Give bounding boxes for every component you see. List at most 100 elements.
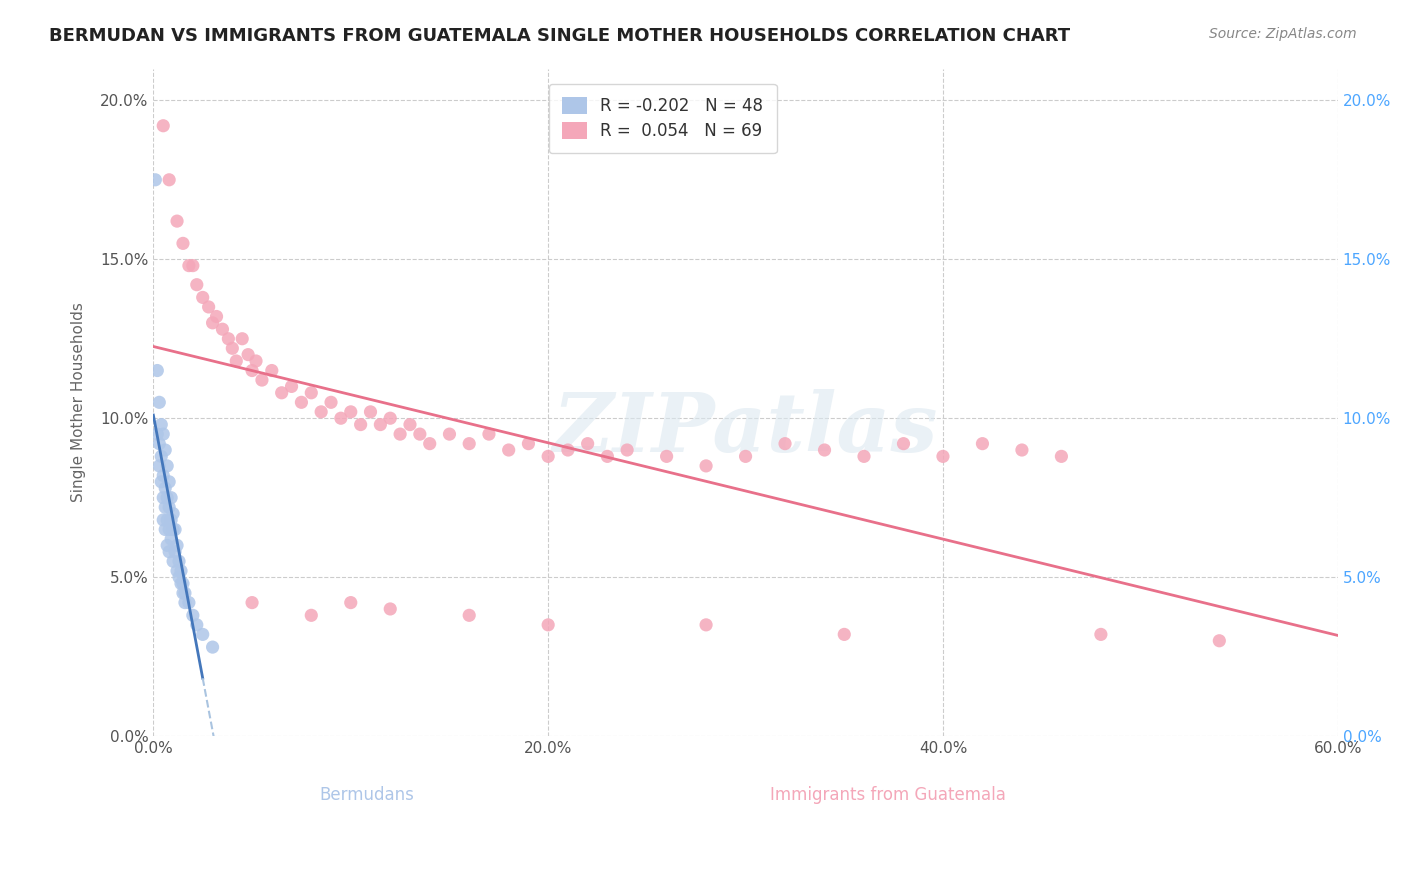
Point (167, 570, 190, 584)
Point (148, 395, 170, 409)
Point (148, 436, 170, 450)
Point (146, 427, 169, 442)
Point (167, 554, 190, 568)
Point (165, 545, 187, 559)
Point (205, 310, 228, 324)
Point (370, 417, 392, 432)
Point (174, 586, 197, 600)
Point (537, 618, 560, 632)
Point (155, 442, 177, 457)
Point (155, 481, 177, 495)
Point (157, 173, 180, 187)
Point (1090, 627, 1112, 641)
Point (399, 417, 422, 432)
Point (201, 640, 224, 654)
Legend: R = -0.202   N = 48, R =  0.054   N = 69: R = -0.202 N = 48, R = 0.054 N = 69 (548, 84, 776, 153)
Point (157, 545, 180, 559)
Point (152, 513, 174, 527)
Text: BERMUDAN VS IMMIGRANTS FROM GUATEMALA SINGLE MOTHER HOUSEHOLDS CORRELATION CHART: BERMUDAN VS IMMIGRANTS FROM GUATEMALA SI… (49, 27, 1070, 45)
Point (160, 513, 183, 527)
Point (240, 596, 263, 610)
Point (419, 436, 441, 450)
Point (236, 348, 259, 362)
Point (893, 436, 915, 450)
Point (186, 618, 208, 632)
Point (299, 608, 322, 623)
Point (231, 332, 253, 346)
Point (576, 436, 599, 450)
Point (380, 602, 402, 616)
Point (695, 458, 717, 473)
Y-axis label: Single Mother Households: Single Mother Households (72, 302, 86, 502)
Point (152, 468, 174, 483)
Point (156, 538, 179, 552)
Point (250, 373, 273, 387)
Point (773, 436, 796, 450)
Point (1011, 442, 1033, 457)
Point (170, 576, 193, 591)
Point (186, 277, 208, 292)
Text: Source: ZipAtlas.com: Source: ZipAtlas.com (1209, 27, 1357, 41)
Point (290, 395, 312, 409)
Point (155, 523, 177, 537)
Point (160, 532, 183, 546)
Point (458, 436, 481, 450)
Point (177, 259, 200, 273)
Point (172, 586, 194, 600)
Point (166, 564, 188, 578)
Point (245, 354, 267, 368)
Point (1208, 633, 1230, 648)
Point (152, 119, 174, 133)
Point (319, 395, 342, 409)
Point (143, 173, 166, 187)
Point (157, 523, 180, 537)
Point (162, 507, 184, 521)
Point (280, 379, 302, 393)
Text: Bermudans: Bermudans (319, 786, 413, 805)
Point (181, 608, 204, 623)
Point (498, 442, 520, 457)
Point (197, 300, 219, 314)
Point (932, 450, 955, 464)
Point (972, 436, 994, 450)
Point (152, 491, 174, 505)
Point (191, 290, 214, 304)
Point (211, 322, 233, 336)
Point (458, 608, 481, 623)
Point (478, 427, 501, 442)
Text: Immigrants from Guatemala: Immigrants from Guatemala (769, 786, 1005, 805)
Point (162, 523, 184, 537)
Point (172, 576, 194, 591)
Point (537, 450, 560, 464)
Point (191, 627, 214, 641)
Point (695, 618, 717, 632)
Point (299, 385, 322, 400)
Point (557, 442, 579, 457)
Point (201, 316, 224, 330)
Point (150, 417, 173, 432)
Point (152, 427, 174, 442)
Point (409, 427, 432, 442)
Point (157, 475, 180, 489)
Point (439, 427, 461, 442)
Point (349, 417, 371, 432)
Point (1050, 450, 1073, 464)
Point (309, 405, 332, 419)
Point (156, 458, 179, 473)
Point (389, 427, 412, 442)
Point (166, 538, 188, 552)
Point (172, 236, 194, 251)
Point (157, 500, 180, 515)
Point (166, 214, 188, 228)
Point (162, 554, 184, 568)
Point (156, 513, 179, 527)
Point (217, 332, 239, 346)
Point (339, 596, 361, 610)
Point (734, 450, 756, 464)
Point (165, 523, 187, 537)
Point (260, 363, 283, 377)
Point (181, 259, 204, 273)
Point (339, 405, 361, 419)
Point (170, 564, 193, 578)
Point (832, 627, 855, 641)
